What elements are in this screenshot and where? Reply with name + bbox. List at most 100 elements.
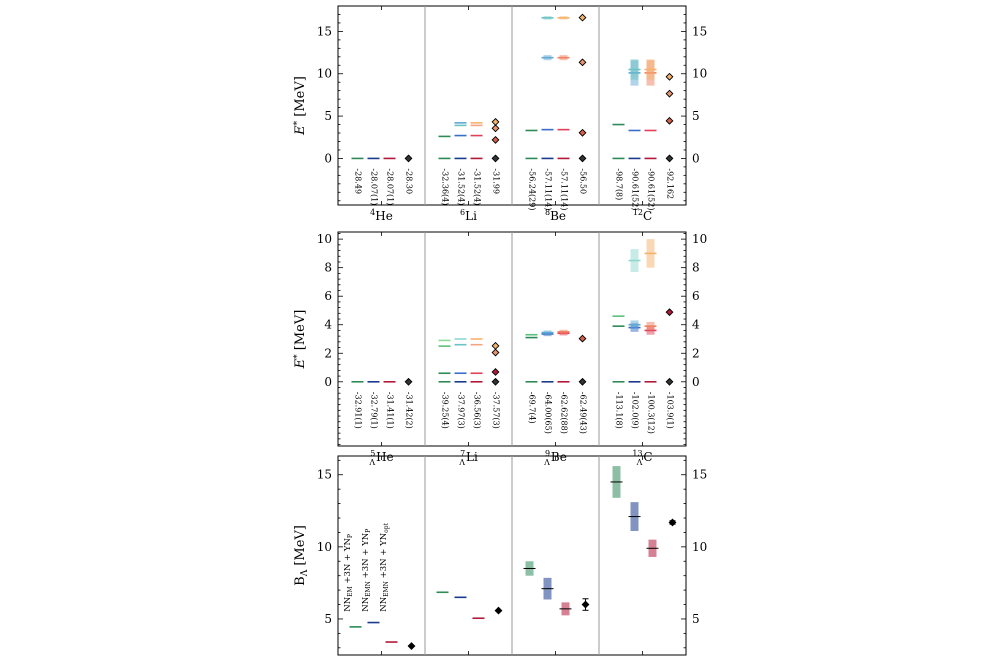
y-tick-label-right: 15	[692, 468, 707, 482]
y-tick-label-right: 15	[692, 24, 707, 38]
ground-state-energy-label: -28.30	[405, 168, 414, 194]
y-tick-label-left: 4	[324, 318, 332, 332]
y-tick-label-left: 15	[317, 24, 332, 38]
nucleus-label-6Li: 6Li	[460, 208, 477, 223]
ground-state-energy-label: -62.49(43)	[579, 392, 588, 434]
y-axis-label: E* [MeV]	[293, 310, 308, 370]
ground-state-energy-label: -57.11(14)	[560, 168, 569, 210]
ground-state-energy-label: -64.00(65)	[544, 392, 553, 434]
ground-state-energy-label: -100.3(12)	[647, 392, 656, 434]
y-tick-label-left: 0	[324, 375, 332, 389]
y-tick-label-left: 10	[317, 540, 332, 554]
y-axis-label: E* [MeV]	[293, 76, 308, 136]
ground-state-energy-label: -32.36(4)	[441, 168, 450, 205]
ground-state-energy-label: -39.25(4)	[441, 392, 450, 429]
ground-state-energy-label: -90.61(52)	[631, 168, 640, 210]
ground-state-energy-label: -103.9(1)	[666, 392, 675, 429]
y-tick-label-left: 5	[324, 612, 332, 626]
y-tick-label-left: 10	[317, 232, 332, 246]
experiment-level-marker	[665, 89, 674, 98]
y-tick-label-right: 4	[692, 318, 700, 332]
ground-state-energy-label: -32.91(1)	[354, 392, 363, 429]
ground-state-energy-label: -31.52(4)	[473, 168, 482, 205]
experiment-level-marker	[665, 72, 674, 81]
ground-state-energy-label: -31.52(4)	[457, 168, 466, 205]
ground-state-energy-label: -31.42(2)	[405, 392, 414, 429]
ground-state-energy-label: -31.99	[492, 168, 501, 194]
nucleus-label-5LHe: 5 ΛHe	[368, 449, 393, 467]
experiment-level-marker	[491, 368, 500, 376]
experiment-level-marker	[404, 377, 413, 386]
y-tick-label-left: 10	[317, 67, 332, 81]
ground-state-energy-label: -32.79(1)	[370, 392, 379, 429]
panel-middle: 0 0 2 2 4 4 6 6 8 8 10 10 E* [MeV] -32.91(1) -32.79(1)…	[293, 231, 707, 467]
y-tick-label-left: 6	[324, 289, 332, 303]
ground-state-energy-label: -69.7(4)	[528, 392, 537, 424]
y-tick-label-left: 2	[324, 346, 332, 360]
experiment-binding-marker	[407, 642, 416, 650]
experiment-level-marker	[665, 116, 674, 125]
ground-state-energy-label: -98.7(8)	[615, 168, 624, 200]
ground-state-energy-label: -92.162	[666, 168, 675, 199]
panel-bottom: 5 5 10 10 15 15 BΛ [MeV] NNEM +3N + YNP NNEMN +3…	[293, 455, 707, 656]
experiment-binding-marker	[494, 606, 503, 615]
y-tick-label-right: 8	[692, 261, 700, 275]
nucleus-label-9LBe: 9 ΛBe	[543, 449, 567, 467]
y-axis-label: BΛ [MeV]	[293, 525, 310, 586]
ground-state-energy-label: -31.41(1)	[386, 392, 395, 429]
experiment-binding-marker	[668, 518, 677, 527]
ground-state-energy-label: -56.24(29)	[528, 168, 537, 210]
experiment-level-marker	[491, 124, 500, 133]
experiment-level-marker	[578, 58, 587, 67]
y-tick-label-right: 6	[692, 289, 700, 303]
y-tick-label-left: 15	[317, 468, 332, 482]
nucleus-label-8Be: 8Be	[545, 208, 566, 223]
experiment-level-marker	[491, 117, 500, 126]
experiment-level-marker	[491, 135, 500, 144]
nucleus-label-12C: 12C	[633, 208, 652, 223]
experiment-level-marker	[404, 154, 413, 163]
ground-state-energy-label: -90.61(52)	[647, 168, 656, 210]
ground-state-energy-label: -28.07(1)	[370, 168, 379, 205]
y-tick-label-right: 0	[692, 375, 700, 389]
experiment-level-marker	[491, 377, 500, 386]
experiment-level-marker	[578, 334, 587, 343]
y-tick-label-left: 5	[324, 109, 332, 123]
ground-state-energy-label: -62.62(88)	[560, 392, 569, 434]
nucleus-label-4He: 4He	[370, 208, 393, 223]
experiment-level-marker	[491, 348, 500, 357]
experiment-level-marker	[578, 377, 587, 386]
ground-state-energy-label: -37.57(3)	[492, 392, 501, 429]
y-tick-label-right: 10	[692, 67, 707, 81]
y-tick-label-left: 0	[324, 151, 332, 165]
ground-state-energy-label: -28.07(1)	[386, 168, 395, 205]
y-tick-label-right: 5	[692, 612, 700, 626]
legend-entry: NNEM +3N + YNP	[343, 534, 354, 612]
ground-state-energy-label: -57.11(14)	[544, 168, 553, 210]
ground-state-energy-label: -28.49	[354, 168, 363, 194]
y-tick-label-right: 10	[692, 540, 707, 554]
ground-state-energy-label: -113.1(8)	[615, 392, 624, 429]
experiment-level-marker	[665, 308, 674, 317]
y-tick-label-right: 2	[692, 346, 700, 360]
nucleus-label-13LC: 13 ΛC	[632, 449, 652, 467]
experiment-level-marker	[578, 128, 587, 137]
nucleus-label-7LLi: 7 ΛLi	[458, 449, 478, 467]
experiment-level-marker	[578, 154, 587, 163]
ground-state-energy-label: -37.97(3)	[457, 392, 466, 429]
experiment-binding-marker	[581, 600, 590, 609]
experiment-level-marker	[491, 154, 500, 163]
y-tick-label-right: 10	[692, 232, 707, 246]
experiment-level-marker	[578, 13, 587, 22]
ground-state-energy-label: -102.0(9)	[631, 392, 640, 429]
experiment-level-marker	[491, 341, 500, 350]
experiment-level-marker	[665, 377, 674, 386]
legend-entry: NNEMN +3N + YNopt	[379, 522, 390, 611]
ground-state-energy-label: -36.56(3)	[473, 392, 482, 429]
y-tick-label-left: 8	[324, 261, 332, 275]
y-tick-label-right: 0	[692, 151, 700, 165]
y-tick-label-right: 5	[692, 109, 700, 123]
panel-top: 0 0 5 5 10 10 15 15 E* [MeV] -28.49 -28.07(1) -28.0…	[293, 5, 707, 223]
experiment-level-marker	[665, 154, 674, 163]
